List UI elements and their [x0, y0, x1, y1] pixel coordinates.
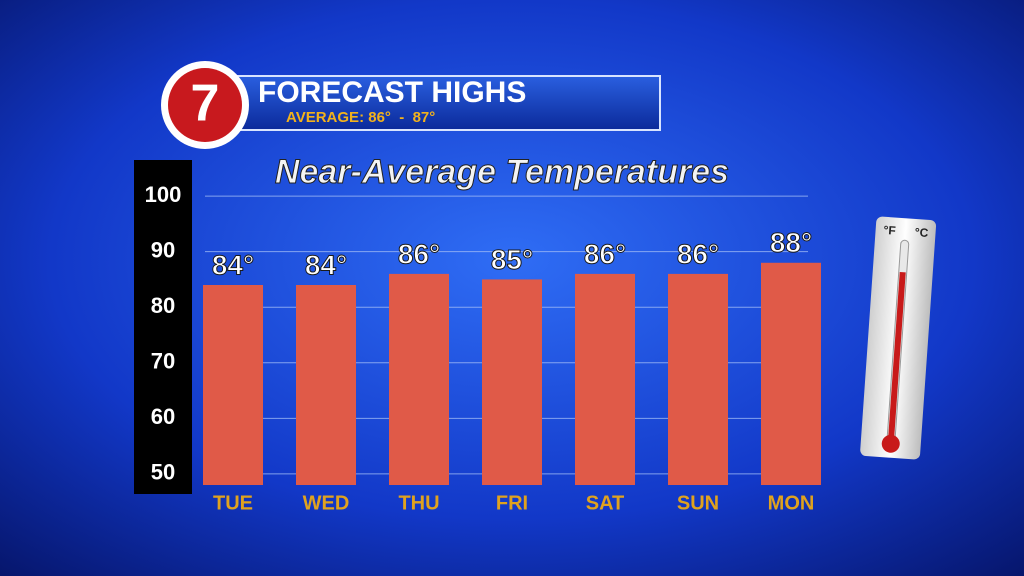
value-label: 86°: [677, 238, 719, 269]
header-subtitle: AVERAGE: 86° - 87°: [286, 109, 435, 126]
x-tick-label: TUE: [213, 492, 253, 514]
thermometer-unit: °C: [914, 225, 929, 240]
y-tick-label: 60: [151, 404, 175, 429]
value-label: 84°: [305, 249, 347, 280]
value-label: 85°: [491, 244, 533, 275]
thermometer-unit: °F: [883, 223, 896, 238]
x-tick-label: SAT: [586, 492, 625, 514]
x-tick-label: SUN: [677, 492, 719, 514]
y-tick-label: 70: [151, 349, 175, 374]
value-label: 86°: [584, 238, 626, 269]
x-tick-label: MON: [768, 492, 815, 514]
logo-text: 7: [191, 75, 220, 133]
thermometer-bulb: [881, 434, 900, 453]
bar: [668, 273, 728, 485]
value-label: 86°: [398, 238, 440, 269]
bar: [761, 262, 821, 485]
x-tick-label: THU: [398, 492, 439, 514]
y-tick-label: 100: [145, 182, 182, 207]
y-axis-panel: [134, 160, 192, 494]
x-tick-label: WED: [303, 492, 350, 514]
bar: [482, 279, 542, 485]
y-tick-label: 50: [151, 460, 175, 485]
value-label: 84°: [212, 249, 254, 280]
bar: [296, 285, 356, 485]
chart-title: Near-Average Temperatures: [275, 153, 729, 191]
thermometer-mercury: [888, 271, 906, 440]
x-tick-label: FRI: [496, 492, 528, 514]
bar: [575, 273, 635, 485]
y-tick-label: 90: [151, 237, 175, 262]
header-banner: [199, 75, 661, 131]
value-label: 88°: [770, 227, 812, 258]
bar: [203, 285, 263, 485]
bar: [389, 273, 449, 485]
header-title: FORECAST HIGHS: [258, 76, 526, 109]
y-tick-label: 80: [151, 293, 175, 318]
thermometer: °F °C: [860, 216, 937, 460]
logo: [168, 68, 242, 142]
